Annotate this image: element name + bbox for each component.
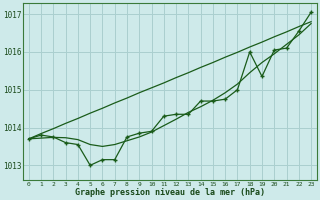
X-axis label: Graphe pression niveau de la mer (hPa): Graphe pression niveau de la mer (hPa) <box>75 188 265 197</box>
